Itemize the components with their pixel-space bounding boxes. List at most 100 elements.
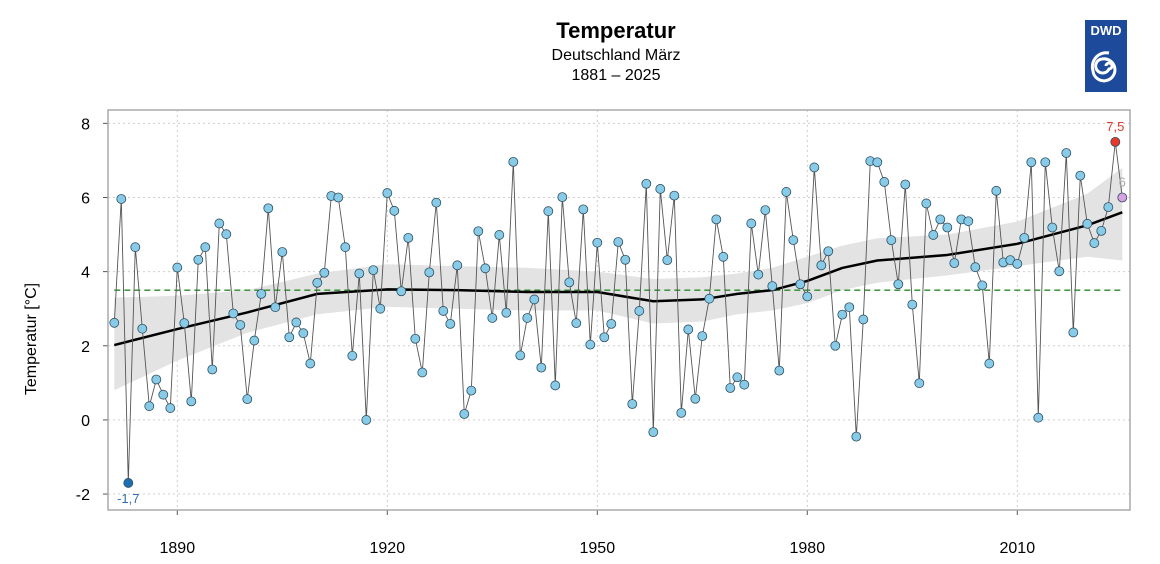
- data-point: [648, 427, 659, 438]
- dwd-logo: DWD: [1085, 20, 1127, 92]
- data-point: [914, 378, 925, 389]
- data-point: [410, 333, 421, 344]
- data-point: [746, 218, 757, 229]
- data-point: [578, 204, 589, 215]
- chart-title: Temperatur: [556, 18, 676, 43]
- data-point: [438, 306, 449, 316]
- data-point: [172, 262, 183, 273]
- data-point: [837, 309, 848, 320]
- data-point: [375, 303, 386, 314]
- data-point: [305, 358, 316, 369]
- data-point: [480, 263, 491, 274]
- data-point: [907, 299, 918, 310]
- data-point: [501, 307, 512, 318]
- x-tick-label: 1890: [160, 540, 196, 557]
- data-point: [361, 415, 372, 425]
- data-point: [1061, 148, 1072, 158]
- data-point: [970, 262, 981, 273]
- data-point: [767, 281, 778, 291]
- data-point: [557, 192, 568, 203]
- x-tick-label: 1980: [790, 540, 826, 557]
- data-point: [508, 156, 519, 167]
- spiral-icon: [1090, 51, 1117, 83]
- data-point: [718, 251, 729, 262]
- data-point: [753, 269, 764, 280]
- data-point: [144, 401, 155, 412]
- data-point: [298, 328, 309, 339]
- data-point: [774, 365, 785, 376]
- data-point: [221, 229, 232, 240]
- data-point: [571, 318, 582, 329]
- data-point: [1089, 238, 1100, 248]
- data-point: [1040, 157, 1051, 168]
- data-point: [207, 364, 218, 375]
- y-tick-label: 6: [81, 190, 90, 207]
- data-point: [844, 302, 855, 313]
- data-point: [333, 192, 344, 203]
- data-point: [641, 178, 652, 189]
- data-point: [1026, 157, 1037, 168]
- data-point: [235, 320, 246, 330]
- data-point: [382, 188, 393, 198]
- data-point: [634, 306, 645, 316]
- data-point: [186, 396, 197, 407]
- data-point: [193, 254, 204, 265]
- data-point: [760, 205, 771, 215]
- data-point: [347, 350, 358, 361]
- data-point: [690, 393, 701, 404]
- logo-text: DWD: [1090, 23, 1122, 38]
- data-point: [417, 367, 428, 378]
- chart-period: 1881 – 2025: [571, 67, 661, 84]
- data-point: [683, 324, 694, 335]
- data-point: [1019, 232, 1030, 243]
- data-point: [550, 380, 561, 391]
- data-point: [242, 394, 253, 405]
- data-point: [788, 235, 799, 246]
- data-point: [984, 358, 995, 369]
- data-point: [445, 319, 456, 329]
- data-point: [781, 187, 792, 197]
- data-point: [795, 279, 806, 290]
- data-point: [935, 214, 946, 225]
- data-point: [130, 242, 141, 253]
- data-point: [732, 372, 743, 383]
- data-point: [151, 374, 162, 385]
- data-point: [319, 267, 330, 278]
- data-point: [655, 184, 666, 194]
- data-point: [256, 288, 267, 299]
- data-point: [921, 198, 932, 209]
- data-point: [676, 407, 687, 418]
- data-point: [900, 179, 911, 190]
- data-point: [599, 332, 610, 343]
- plot-border: [107, 109, 1131, 511]
- data-point: [543, 206, 554, 217]
- data-point-max: [1110, 136, 1121, 147]
- data-point: [585, 339, 596, 350]
- data-point: [389, 205, 400, 216]
- data-point: [830, 340, 841, 351]
- data-point: [396, 286, 407, 297]
- data-point: [1103, 202, 1114, 213]
- data-point: [291, 317, 302, 328]
- data-point: [368, 265, 379, 276]
- x-tick-label: 1920: [370, 540, 406, 557]
- data-point: [1096, 225, 1107, 236]
- data-point: [522, 313, 533, 323]
- data-point: [893, 279, 904, 290]
- chart-subtitle: Deutschland März: [551, 47, 681, 64]
- data-point: [263, 203, 274, 214]
- data-point: [473, 226, 484, 237]
- y-tick-label: 4: [81, 265, 90, 282]
- data-point: [662, 255, 673, 266]
- confidence-band: [114, 167, 1123, 391]
- data-point: [816, 260, 827, 271]
- data-point: [116, 194, 127, 204]
- data-point: [137, 323, 148, 334]
- data-point: [270, 302, 281, 313]
- data-point: [536, 362, 547, 373]
- x-tick-label: 2010: [1000, 540, 1036, 557]
- data-point: [228, 308, 239, 319]
- data-point: [1075, 170, 1086, 181]
- data-point: [249, 335, 260, 346]
